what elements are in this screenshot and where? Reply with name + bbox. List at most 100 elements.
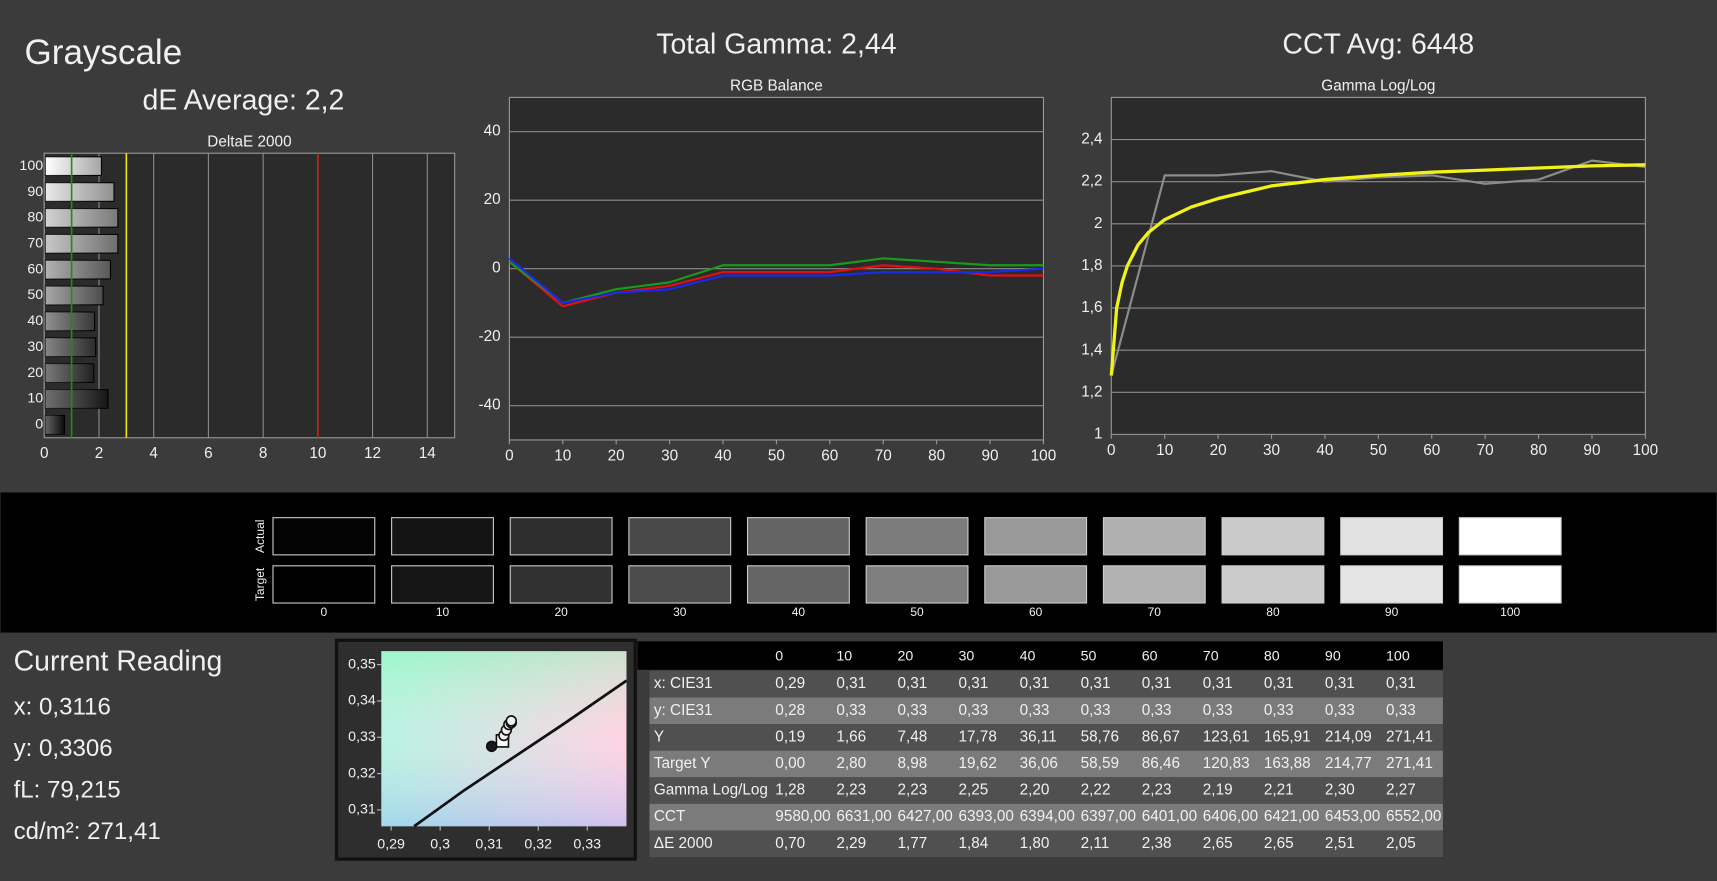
swatch <box>865 517 969 556</box>
table-row <box>649 750 1443 778</box>
table-cell: 2,23 <box>1142 782 1172 799</box>
table-cell: 0,31 <box>1081 675 1111 692</box>
swatch <box>1340 565 1444 604</box>
table-cell: 6453,00 <box>1325 808 1380 825</box>
table-cell: 0,33 <box>836 702 866 719</box>
x-tick-label: 90 <box>1583 442 1600 459</box>
swatch <box>272 565 376 604</box>
bar-shade <box>45 260 111 279</box>
table-row-label: y: CIE31 <box>654 702 713 719</box>
table-cell: 123,61 <box>1203 728 1250 745</box>
reading-title: Current Reading <box>14 646 223 678</box>
page-title: Grayscale <box>25 33 183 72</box>
x-tick-label: 14 <box>419 445 437 462</box>
table-cell: 6406,00 <box>1203 808 1258 825</box>
swatch-label: 80 <box>1266 605 1280 619</box>
swatch <box>984 517 1088 556</box>
locus-line <box>413 679 628 828</box>
x-tick-label: 2 <box>95 445 104 462</box>
table-cell: 0,31 <box>1142 675 1172 692</box>
series-line <box>508 257 1044 305</box>
swatch <box>984 565 1088 604</box>
table-cell: 2,65 <box>1264 835 1294 852</box>
y-tick-label: 1,8 <box>1081 257 1102 274</box>
x-tick-label: 0,33 <box>573 837 601 853</box>
swatch <box>746 565 850 604</box>
table-cell: 271,41 <box>1386 755 1433 772</box>
x-tick-label: 10 <box>309 445 326 462</box>
table-row <box>649 724 1443 751</box>
table-cell: 214,77 <box>1325 755 1372 772</box>
table-header-bg <box>637 641 1443 670</box>
table-cell: 86,46 <box>1142 755 1180 772</box>
x-tick-label: 0,3 <box>430 837 450 853</box>
y-tick-label: 1 <box>1094 426 1103 443</box>
bar-shade <box>45 208 118 228</box>
series-line <box>1109 163 1646 376</box>
table-cell: 86,67 <box>1142 728 1180 745</box>
table-header: 10 <box>836 648 852 664</box>
bar-shade <box>45 312 95 331</box>
table-cell: 0,31 <box>1386 675 1416 692</box>
table-cell: 19,62 <box>959 755 997 772</box>
table-header: 70 <box>1203 648 1219 664</box>
table-header: 80 <box>1264 648 1280 664</box>
measured-point <box>505 715 518 727</box>
reading-line: fL: 79,215 <box>14 777 121 804</box>
swatch <box>628 517 732 556</box>
table-cell: 6401,00 <box>1142 808 1197 825</box>
swatch <box>391 565 494 604</box>
table-cell: 165,91 <box>1264 728 1311 745</box>
swatch <box>391 517 494 556</box>
x-tick-label: 30 <box>661 447 678 464</box>
x-tick-label: 12 <box>364 445 381 462</box>
table-cell: 0,33 <box>1203 702 1233 719</box>
table-cell: 271,41 <box>1386 728 1433 745</box>
table-cell: 2,65 <box>1203 835 1233 852</box>
table-cell: 7,48 <box>897 728 927 745</box>
table-cell: 2,20 <box>1020 782 1050 799</box>
y-tick-label: 1,6 <box>1081 299 1102 316</box>
x-tick-label: 6 <box>204 445 213 462</box>
x-tick-label: 20 <box>1210 442 1227 459</box>
swatch-label: 20 <box>554 605 568 619</box>
table-cell: 2,80 <box>836 755 866 772</box>
table-row <box>649 830 1443 858</box>
table-cell: 0,33 <box>1081 702 1111 719</box>
reading-line: cd/m²: 271,41 <box>14 818 161 845</box>
table-cell: 8,98 <box>897 755 927 772</box>
table-cell: 0,33 <box>1325 702 1355 719</box>
swatch <box>746 517 850 556</box>
table-cell: 2,05 <box>1386 835 1416 852</box>
table-row <box>649 777 1443 804</box>
x-tick-label: 80 <box>928 447 945 464</box>
y-tick-label: 40 <box>484 123 501 140</box>
table-cell: 0,33 <box>1264 702 1294 719</box>
x-tick-label: 100 <box>1031 447 1057 464</box>
x-tick-label: 70 <box>875 447 892 464</box>
table-row-label: Y <box>654 728 664 745</box>
table-cell: 2,51 <box>1325 835 1355 852</box>
chart-subtitle: RGB Balance <box>730 78 823 95</box>
table-cell: 2,22 <box>1081 782 1111 799</box>
swatch-label: 100 <box>1500 605 1520 619</box>
swatch-band <box>0 492 1717 633</box>
swatch <box>1221 517 1325 556</box>
table-cell: 0,19 <box>775 728 805 745</box>
table-header: 50 <box>1081 648 1097 664</box>
table-cell: 2,21 <box>1264 782 1294 799</box>
table-cell: 58,76 <box>1081 728 1119 745</box>
swatch <box>509 517 613 556</box>
reading-line: y: 0,3306 <box>14 735 113 762</box>
table-cell: 6393,00 <box>959 808 1014 825</box>
page-subtitle: dE Average: 2,2 <box>143 84 345 116</box>
table-cell: 0,33 <box>1142 702 1172 719</box>
table-cell: 6397,00 <box>1081 808 1136 825</box>
x-tick-label: 80 <box>1530 442 1547 459</box>
x-tick-label: 40 <box>714 447 731 464</box>
reading-line: x: 0,3116 <box>14 693 111 720</box>
table-cell: 0,33 <box>1020 702 1050 719</box>
y-tick-label: 0,33 <box>348 729 376 745</box>
table-cell: 0,31 <box>1325 675 1355 692</box>
